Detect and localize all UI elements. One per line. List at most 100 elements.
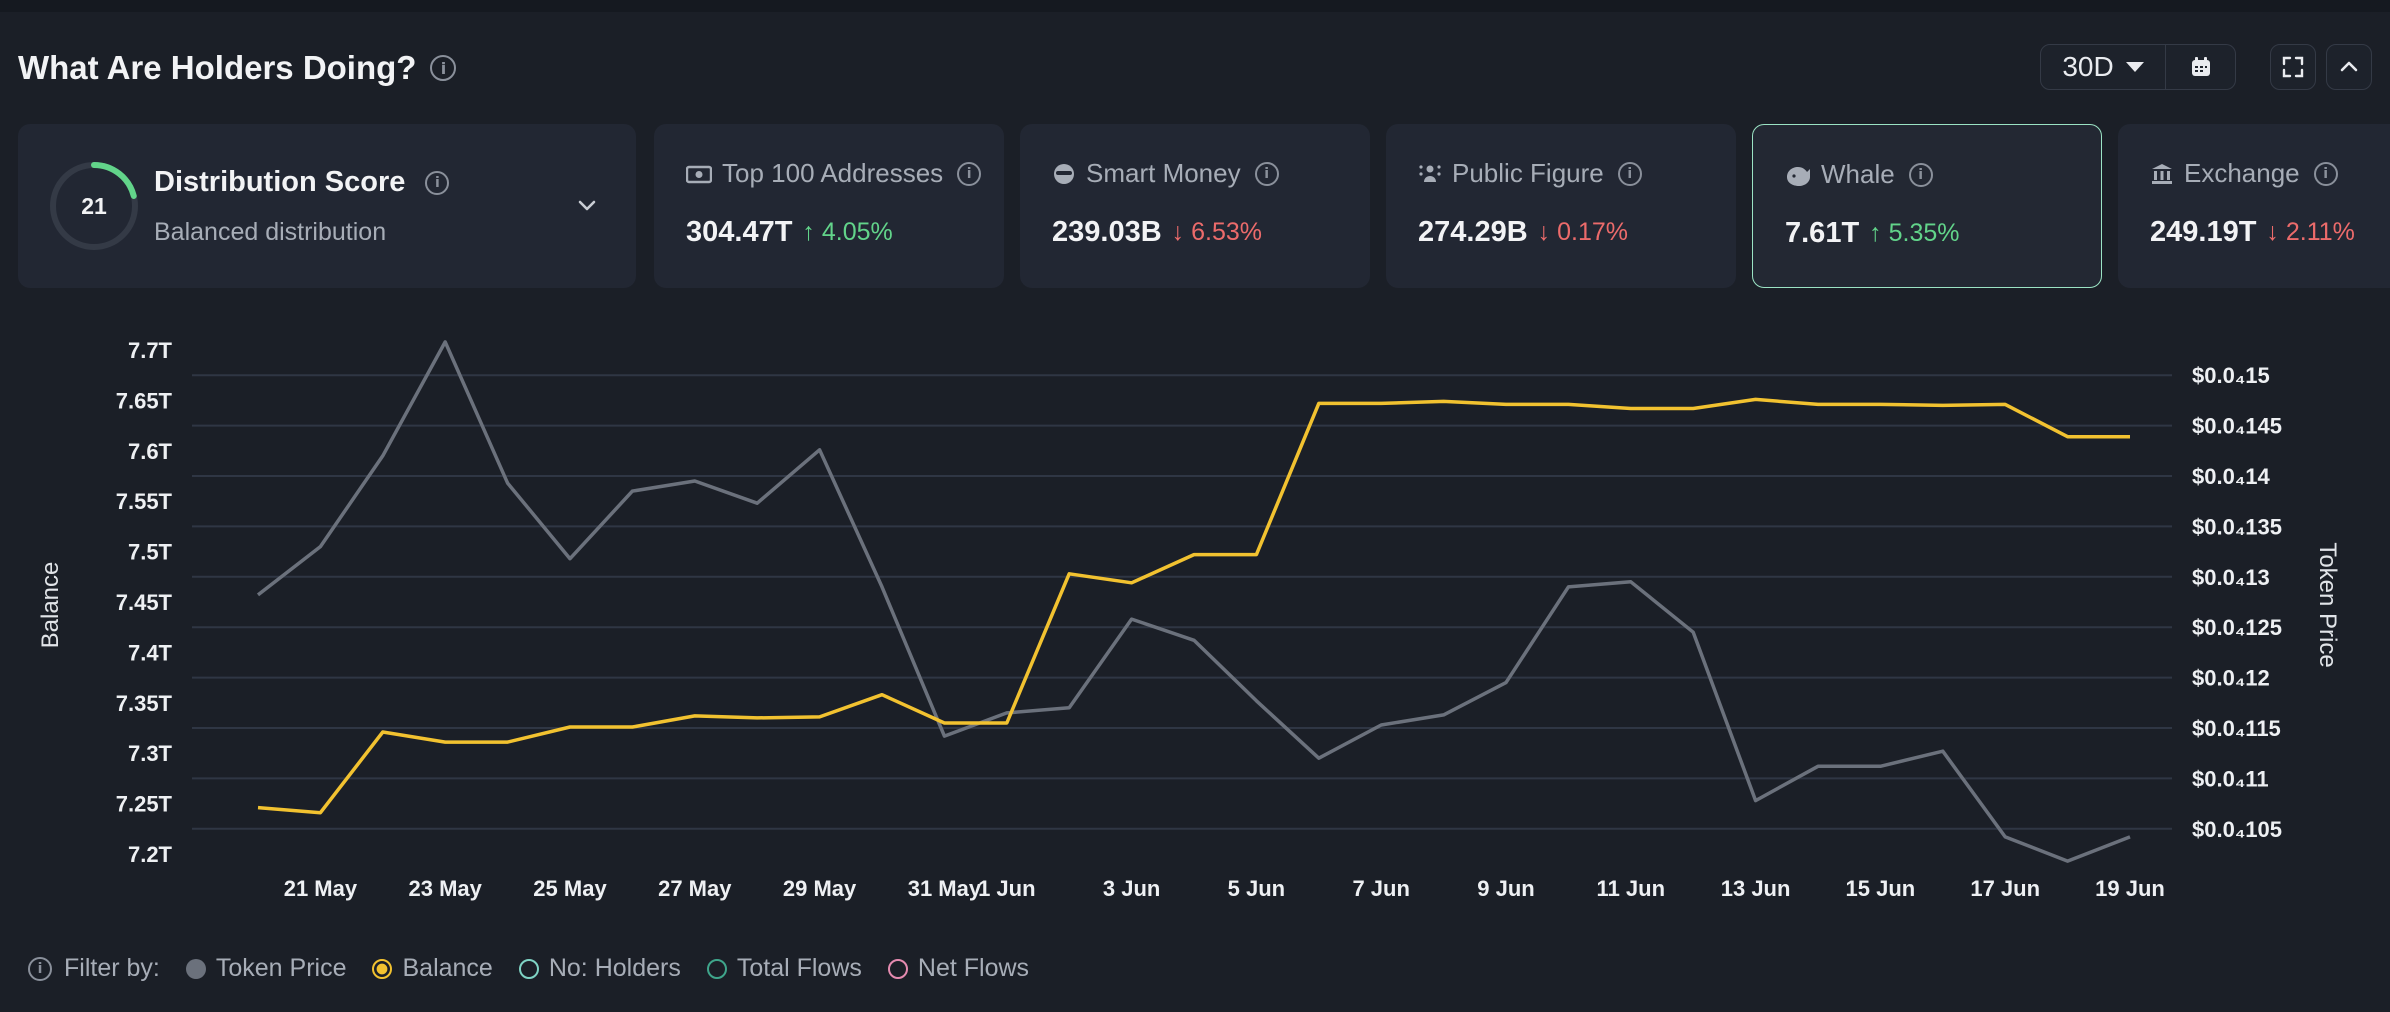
legend-item-no-holders[interactable]: No: Holders bbox=[518, 954, 681, 983]
y2-tick-label: $0.0₄105 bbox=[2192, 817, 2282, 842]
whale-icon bbox=[1787, 166, 1810, 186]
legend-marker bbox=[887, 958, 908, 979]
info-icon[interactable]: i bbox=[28, 956, 52, 981]
legend-label: Net Flows bbox=[917, 954, 1030, 982]
card-label-row: Public Figure i bbox=[1418, 158, 1642, 189]
section-header: What Are Holders Doing? i bbox=[18, 44, 457, 92]
y2-axis-title: Token Price bbox=[2314, 542, 2341, 667]
score-value: 21 bbox=[81, 193, 107, 219]
distribution-title: Distribution Score bbox=[154, 166, 406, 198]
card-public-figure[interactable]: Public Figure i 274.29B ↓ 0.17% bbox=[1386, 124, 1736, 288]
legend-label: Token Price bbox=[215, 954, 347, 982]
y-axis-title: Balance bbox=[37, 562, 64, 649]
x-tick-label: 23 May bbox=[409, 876, 483, 901]
card-value: 274.29B bbox=[1418, 216, 1528, 248]
distribution-title-row: Distribution Score i bbox=[154, 166, 450, 199]
holder-cards: 21 Distribution Score i Balanced distrib… bbox=[18, 124, 2390, 288]
y-tick-label: 7.4T bbox=[128, 640, 173, 665]
calendar-icon bbox=[2191, 57, 2210, 76]
y-tick-label: 7.45T bbox=[116, 590, 173, 615]
chevron-down-icon[interactable] bbox=[574, 192, 600, 218]
arrow-down-icon: ↓ bbox=[1537, 218, 1551, 246]
card-label-row: Smart Money i bbox=[1052, 158, 1279, 189]
change-value: 6.53% bbox=[1191, 218, 1262, 246]
distribution-subtitle: Balanced distribution bbox=[154, 218, 387, 246]
x-tick-label: 15 Jun bbox=[1846, 876, 1916, 901]
card-exchange[interactable]: Exchange i 249.19T ↓ 2.11% bbox=[2118, 124, 2390, 288]
card-label-row: Exchange i bbox=[2150, 158, 2338, 189]
card-label: Exchange bbox=[2184, 158, 2300, 188]
y2-tick-label: $0.0₄125 bbox=[2192, 615, 2282, 640]
legend-label: Total Flows bbox=[736, 954, 862, 982]
change-value: 2.11% bbox=[2285, 218, 2355, 246]
y2-tick-label: $0.0₄13 bbox=[2192, 565, 2270, 590]
info-icon[interactable]: i bbox=[1617, 161, 1642, 186]
x-tick-label: 27 May bbox=[658, 876, 732, 901]
holders-chart[interactable]: 7.7T 7.65T 7.6T 7.55T 7.5T 7.45T 7.4T 7.35T 7.3T… bbox=[0, 310, 2390, 920]
y-tick-label: 7.3T bbox=[128, 741, 173, 766]
card-whale[interactable]: Whale i 7.61T ↑ 5.35% bbox=[1752, 124, 2102, 288]
y-tick-label: 7.55T bbox=[116, 489, 173, 514]
x-tick-label: 25 May bbox=[533, 876, 607, 901]
calendar-button[interactable] bbox=[2166, 44, 2236, 90]
card-label-row: Top 100 Addresses i bbox=[686, 158, 982, 189]
fullscreen-button[interactable] bbox=[2270, 44, 2316, 90]
caret-down-icon bbox=[2125, 62, 2144, 72]
card-value-row: 274.29B ↓ 0.17% bbox=[1418, 216, 1628, 249]
legend-label: Balance bbox=[402, 954, 493, 982]
legend-item-balance[interactable]: Balance bbox=[372, 954, 493, 983]
fullscreen-icon bbox=[2282, 56, 2304, 78]
info-icon[interactable]: i bbox=[430, 55, 457, 81]
info-icon[interactable]: i bbox=[425, 170, 450, 195]
top-strip bbox=[0, 0, 2390, 12]
info-icon[interactable]: i bbox=[2313, 161, 2338, 186]
y-tick-label: 7.25T bbox=[116, 792, 173, 817]
change-value: 5.35% bbox=[1888, 219, 1960, 247]
distribution-score-card[interactable]: 21 Distribution Score i Balanced distrib… bbox=[18, 124, 636, 288]
page-title: What Are Holders Doing? bbox=[18, 49, 417, 86]
y-axis-left: 7.7T 7.65T 7.6T 7.55T 7.5T 7.45T 7.4T 7.35T 7.3T… bbox=[116, 338, 173, 867]
x-tick-label: 17 Jun bbox=[1970, 876, 2040, 901]
arrow-up-icon: ↑ bbox=[802, 218, 815, 246]
info-icon[interactable]: i bbox=[1908, 162, 1933, 187]
chart-controls: 30D bbox=[2040, 44, 2372, 90]
legend-marker bbox=[518, 958, 539, 979]
card-change: ↓ 6.53% bbox=[1172, 218, 1262, 247]
period-select[interactable]: 30D bbox=[2040, 44, 2166, 90]
y2-tick-label: $0.0₄135 bbox=[2192, 514, 2282, 539]
legend-item-total-flows[interactable]: Total Flows bbox=[706, 954, 862, 983]
y-tick-label: 7.6T bbox=[128, 439, 173, 464]
legend-item-net-flows[interactable]: Net Flows bbox=[887, 954, 1030, 983]
y-tick-label: 7.65T bbox=[116, 388, 173, 413]
y2-tick-label: $0.0₄14 bbox=[2192, 464, 2271, 489]
legend-item-token-price[interactable]: Token Price bbox=[185, 954, 347, 983]
money-icon bbox=[686, 165, 712, 183]
x-tick-label: 3 Jun bbox=[1103, 876, 1160, 901]
y2-tick-label: $0.0₄115 bbox=[2192, 716, 2281, 741]
token-price-line bbox=[256, 340, 2131, 863]
card-label: Top 100 Addresses bbox=[722, 158, 944, 188]
card-change: ↓ 2.11% bbox=[2266, 218, 2354, 247]
info-icon[interactable]: i bbox=[1254, 161, 1279, 186]
y-axis-right: $0.0₄105 $0.0₄11 $0.0₄115 $0.0₄12 $0.0₄125 $0… bbox=[2192, 363, 2282, 842]
card-smart-money[interactable]: Smart Money i 239.03B ↓ 6.53% bbox=[1020, 124, 1370, 288]
x-tick-label: 1 Jun bbox=[978, 876, 1035, 901]
collapse-button[interactable] bbox=[2326, 44, 2372, 90]
chevron-up-icon bbox=[2340, 61, 2358, 72]
card-value: 239.03B bbox=[1052, 216, 1162, 248]
card-value: 304.47T bbox=[686, 216, 793, 248]
legend-label: No: Holders bbox=[548, 954, 681, 982]
y2-tick-label: $0.0₄145 bbox=[2192, 414, 2282, 439]
y-tick-label: 7.35T bbox=[116, 691, 173, 716]
card-top-100-addresses[interactable]: Top 100 Addresses i 304.47T ↑ 4.05% bbox=[654, 124, 1004, 288]
y2-tick-label: $0.0₄15 bbox=[2192, 363, 2270, 388]
chart-legend: i Filter by: Token Price Balance No: Holde… bbox=[28, 954, 1055, 983]
legend-marker bbox=[185, 958, 206, 979]
info-icon[interactable]: i bbox=[957, 161, 982, 186]
smart-money-icon bbox=[1054, 163, 1074, 184]
x-tick-label: 11 Jun bbox=[1597, 876, 1665, 901]
card-value: 7.61T bbox=[1785, 217, 1860, 249]
y-tick-label: 7.5T bbox=[128, 540, 173, 565]
card-label: Public Figure bbox=[1452, 158, 1604, 188]
legend-marker bbox=[706, 958, 727, 979]
